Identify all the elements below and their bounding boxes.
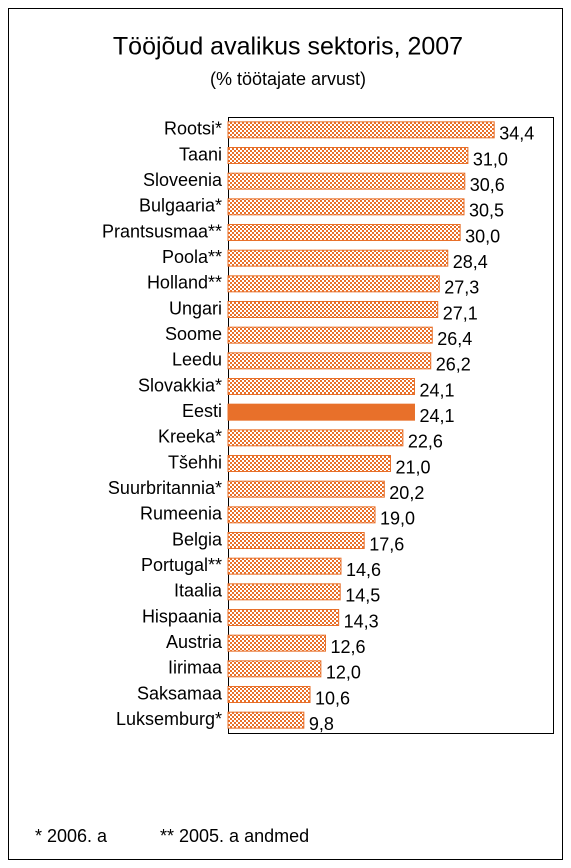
category-label: Belgia xyxy=(172,529,223,549)
bar xyxy=(227,121,495,139)
category-label: Itaalia xyxy=(174,581,223,601)
footnote: ** 2005. a andmed xyxy=(160,826,309,846)
bar xyxy=(227,660,322,678)
bar xyxy=(227,275,440,293)
category-label: Holland** xyxy=(147,273,222,293)
outer-border xyxy=(8,8,563,860)
bar xyxy=(227,480,385,498)
category-label: Poola** xyxy=(162,247,222,267)
bar xyxy=(227,198,465,216)
footnote: * 2006. a xyxy=(35,826,108,846)
value-label: 30,5 xyxy=(469,201,504,221)
bar xyxy=(227,429,404,447)
value-label: 17,6 xyxy=(369,534,404,554)
category-label: Austria xyxy=(166,632,223,652)
bar xyxy=(227,455,391,472)
bar xyxy=(227,352,432,370)
bar xyxy=(227,326,433,344)
category-label: Eesti xyxy=(182,401,222,421)
category-label: Iirimaa xyxy=(168,658,223,678)
value-label: 27,3 xyxy=(444,278,479,298)
value-label: 19,0 xyxy=(380,509,415,529)
category-label: Rootsi* xyxy=(164,119,222,139)
value-label: 26,4 xyxy=(437,329,472,349)
bar xyxy=(227,609,340,626)
value-label: 26,2 xyxy=(436,355,471,375)
category-label: Ungari xyxy=(169,298,222,318)
value-label: 30,6 xyxy=(470,175,505,195)
plot-frame xyxy=(228,117,554,734)
value-label: 20,2 xyxy=(389,483,424,503)
value-label: 14,3 xyxy=(344,611,379,631)
category-label: Taani xyxy=(179,144,222,164)
bar xyxy=(227,532,365,549)
value-label: 14,5 xyxy=(345,586,380,606)
category-label: Portugal** xyxy=(141,555,222,575)
chart-subtitle: (% töötajate arvust) xyxy=(210,69,366,89)
bar xyxy=(227,686,311,703)
bar xyxy=(227,583,341,601)
bar xyxy=(227,378,415,395)
bar xyxy=(227,711,305,729)
category-label: Tšehhi xyxy=(168,452,222,472)
category-label: Bulgaaria* xyxy=(139,196,222,216)
value-label: 24,1 xyxy=(419,380,454,400)
category-label: Slovakkia* xyxy=(138,375,222,395)
category-label: Hispaania xyxy=(142,606,223,626)
value-label: 9,8 xyxy=(309,714,334,734)
value-label: 28,4 xyxy=(453,252,488,272)
bar xyxy=(227,224,461,241)
value-label: 14,6 xyxy=(346,560,381,580)
value-label: 10,6 xyxy=(315,688,350,708)
value-label: 31,0 xyxy=(473,149,508,169)
bar xyxy=(227,557,342,575)
category-label: Rumeenia xyxy=(140,504,223,524)
bar xyxy=(227,172,466,190)
bar xyxy=(227,403,415,421)
category-label: Luksemburg* xyxy=(116,709,222,729)
bar xyxy=(227,634,326,652)
value-label: 27,1 xyxy=(443,303,478,323)
value-label: 22,6 xyxy=(408,432,443,452)
value-label: 12,0 xyxy=(326,663,361,683)
category-label: Kreeka* xyxy=(158,427,222,447)
bar xyxy=(227,249,449,267)
value-label: 12,6 xyxy=(331,637,366,657)
chart-title: Tööjõud avalikus sektoris, 2007 xyxy=(113,33,463,61)
category-label: Sloveenia xyxy=(143,170,223,190)
bar xyxy=(227,147,469,164)
value-label: 30,0 xyxy=(465,226,500,246)
bar xyxy=(227,506,376,524)
value-label: 21,0 xyxy=(396,457,431,477)
value-label: 24,1 xyxy=(419,406,454,426)
category-label: Saksamaa xyxy=(137,683,223,703)
category-label: Soome xyxy=(165,324,222,344)
category-label: Prantsusmaa** xyxy=(102,221,222,241)
category-label: Suurbritannia* xyxy=(108,478,222,498)
category-label: Leedu xyxy=(172,350,222,370)
value-label: 34,4 xyxy=(499,124,534,144)
bar xyxy=(227,301,439,318)
